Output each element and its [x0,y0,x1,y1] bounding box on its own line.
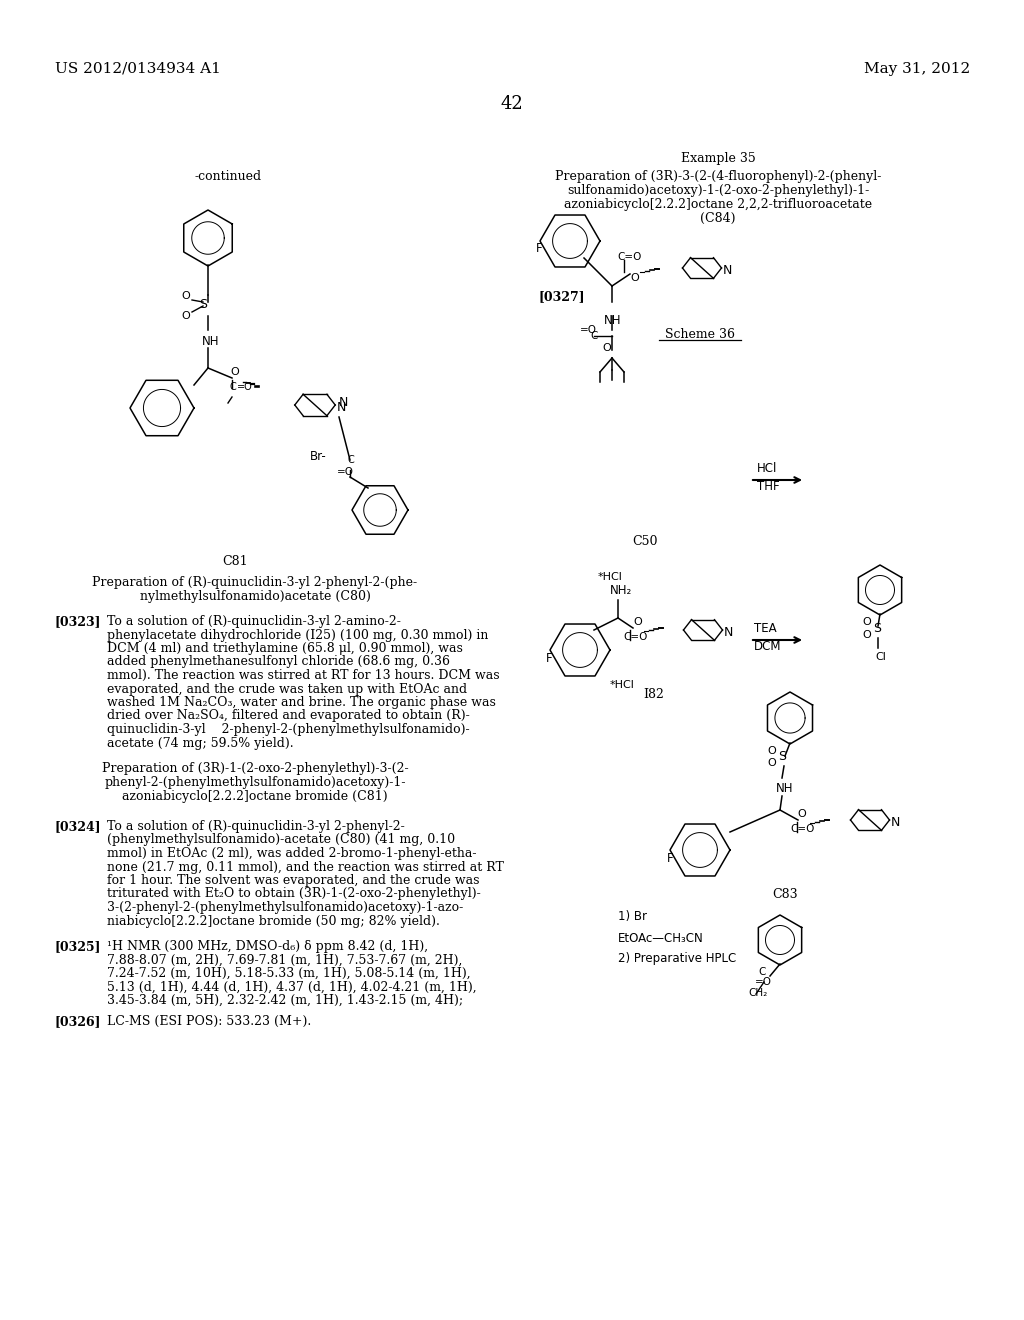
Text: [0325]: [0325] [55,940,101,953]
Text: S: S [778,751,786,763]
Text: Cl: Cl [874,652,886,663]
Text: azoniabicyclo[2.2.2]octane 2,2,2-trifluoroacetate: azoniabicyclo[2.2.2]octane 2,2,2-trifluo… [564,198,872,211]
Text: phenylacetate dihydrochloride (I25) (100 mg, 0.30 mmol) in: phenylacetate dihydrochloride (I25) (100… [106,628,488,642]
Text: acetate (74 mg; 59.5% yield).: acetate (74 mg; 59.5% yield). [106,737,294,750]
Text: =O: =O [237,381,253,392]
Text: O: O [230,367,239,378]
Text: mmol). The reaction was stirred at RT for 13 hours. DCM was: mmol). The reaction was stirred at RT fo… [106,669,500,682]
Text: [0324]: [0324] [55,820,101,833]
Text: C=O: C=O [617,252,641,261]
Text: HCl: HCl [757,462,777,475]
Text: washed 1M Na₂CO₃, water and brine. The organic phase was: washed 1M Na₂CO₃, water and brine. The o… [106,696,496,709]
Text: NH₂: NH₂ [610,583,632,597]
Text: 7.24-7.52 (m, 10H), 5.18-5.33 (m, 1H), 5.08-5.14 (m, 1H),: 7.24-7.52 (m, 10H), 5.18-5.33 (m, 1H), 5… [106,968,471,979]
Text: *HCl: *HCl [598,572,623,582]
Text: C: C [347,455,353,465]
Text: Preparation of (3R)-3-(2-(4-fluorophenyl)-2-(phenyl-: Preparation of (3R)-3-(2-(4-fluorophenyl… [555,170,882,183]
Text: *HCl: *HCl [610,680,635,690]
Text: [0326]: [0326] [55,1015,101,1028]
Text: Example 35: Example 35 [681,152,756,165]
Text: C50: C50 [632,535,657,548]
Text: O: O [603,343,611,352]
Text: dried over Na₂SO₄, filtered and evaporated to obtain (R)-: dried over Na₂SO₄, filtered and evaporat… [106,710,470,722]
Text: 7.88-8.07 (m, 2H), 7.69-7.81 (m, 1H), 7.53-7.67 (m, 2H),: 7.88-8.07 (m, 2H), 7.69-7.81 (m, 1H), 7.… [106,953,463,966]
Text: DCM (4 ml) and triethylamine (65.8 μl, 0.90 mmol), was: DCM (4 ml) and triethylamine (65.8 μl, 0… [106,642,463,655]
Text: C81: C81 [222,554,248,568]
Text: phenyl-2-(phenylmethylsulfonamido)acetoxy)-1-: phenyl-2-(phenylmethylsulfonamido)acetox… [104,776,406,789]
Text: F: F [536,243,543,256]
Text: C=O: C=O [790,824,814,834]
Text: O: O [862,630,870,640]
Text: O: O [630,273,639,282]
Text: TEA: TEA [754,622,776,635]
Text: F: F [546,652,553,664]
Text: O: O [797,809,806,818]
Text: 2) Preparative HPLC: 2) Preparative HPLC [618,952,736,965]
Text: Br-: Br- [310,450,327,463]
Text: (C84): (C84) [700,213,736,224]
Text: N: N [723,264,732,277]
Text: none (21.7 mg, 0.11 mmol), and the reaction was stirred at RT: none (21.7 mg, 0.11 mmol), and the react… [106,861,504,874]
Text: NH: NH [604,314,622,327]
Text: May 31, 2012: May 31, 2012 [864,62,970,77]
Text: LC-MS (ESI POS): 533.23 (M+).: LC-MS (ESI POS): 533.23 (M+). [106,1015,311,1028]
Text: =O: =O [755,977,772,987]
Text: NH: NH [776,781,794,795]
Text: triturated with Et₂O to obtain (3R)-1-(2-oxo-2-phenylethyl)-: triturated with Et₂O to obtain (3R)-1-(2… [106,887,480,900]
Text: N: N [337,401,346,414]
Text: mmol) in EtOAc (2 ml), was added 2-bromo-1-phenyl-etha-: mmol) in EtOAc (2 ml), was added 2-bromo… [106,847,476,861]
Text: S: S [199,297,207,310]
Text: US 2012/0134934 A1: US 2012/0134934 A1 [55,62,221,77]
Text: N: N [891,816,900,829]
Text: S: S [873,622,881,635]
Text: O: O [767,758,776,768]
Text: C: C [229,381,236,392]
Text: CH₂: CH₂ [748,987,767,998]
Text: 1) Br: 1) Br [618,909,647,923]
Text: F: F [667,851,674,865]
Text: THF: THF [757,480,779,492]
Text: O: O [767,746,776,756]
Text: O: O [181,312,190,321]
Text: O: O [862,616,870,627]
Text: O: O [181,290,190,301]
Text: niabicyclo[2.2.2]octane bromide (50 mg; 82% yield).: niabicyclo[2.2.2]octane bromide (50 mg; … [106,915,440,928]
Text: C: C [590,331,597,341]
Text: NH: NH [202,335,219,348]
Text: To a solution of (R)-quinuclidin-3-yl 2-amino-2-: To a solution of (R)-quinuclidin-3-yl 2-… [106,615,400,628]
Text: azoniabicyclo[2.2.2]octane bromide (C81): azoniabicyclo[2.2.2]octane bromide (C81) [122,789,388,803]
Text: =O: =O [337,467,354,477]
Text: for 1 hour. The solvent was evaporated, and the crude was: for 1 hour. The solvent was evaporated, … [106,874,479,887]
Text: 3-(2-phenyl-2-(phenylmethylsulfonamido)acetoxy)-1-azo-: 3-(2-phenyl-2-(phenylmethylsulfonamido)a… [106,902,463,913]
Text: (phenylmethylsulfonamido)-acetate (C80) (41 mg, 0.10: (phenylmethylsulfonamido)-acetate (C80) … [106,833,455,846]
Text: C: C [758,968,765,977]
Text: [0327]: [0327] [538,290,585,304]
Text: EtOAc—CH₃CN: EtOAc—CH₃CN [618,932,703,945]
Text: added phenylmethanesulfonyl chloride (68.6 mg, 0.36: added phenylmethanesulfonyl chloride (68… [106,656,450,668]
Text: -continued: -continued [195,170,261,183]
Text: ¹H NMR (300 MHz, DMSO-d₆) δ ppm 8.42 (d, 1H),: ¹H NMR (300 MHz, DMSO-d₆) δ ppm 8.42 (d,… [106,940,428,953]
Text: 42: 42 [501,95,523,114]
Text: I82: I82 [643,688,664,701]
Text: =O: =O [580,325,597,335]
Text: Preparation of (R)-quinuclidin-3-yl 2-phenyl-2-(phe-: Preparation of (R)-quinuclidin-3-yl 2-ph… [92,576,418,589]
Text: To a solution of (R)-quinuclidin-3-yl 2-phenyl-2-: To a solution of (R)-quinuclidin-3-yl 2-… [106,820,404,833]
Text: N: N [339,396,348,409]
Text: [0323]: [0323] [55,615,101,628]
Text: N: N [724,626,733,639]
Text: 3.45-3.84 (m, 5H), 2.32-2.42 (m, 1H), 1.43-2.15 (m, 4H);: 3.45-3.84 (m, 5H), 2.32-2.42 (m, 1H), 1.… [106,994,463,1007]
Text: sulfonamido)acetoxy)-1-(2-oxo-2-phenylethyl)-1-: sulfonamido)acetoxy)-1-(2-oxo-2-phenylet… [567,183,869,197]
Text: Preparation of (3R)-1-(2-oxo-2-phenylethyl)-3-(2-: Preparation of (3R)-1-(2-oxo-2-phenyleth… [101,762,409,775]
Text: evaporated, and the crude was taken up with EtOAc and: evaporated, and the crude was taken up w… [106,682,467,696]
Text: DCM: DCM [754,640,781,653]
Text: O: O [633,616,642,627]
Text: Scheme 36: Scheme 36 [665,327,735,341]
Text: 5.13 (d, 1H), 4.44 (d, 1H), 4.37 (d, 1H), 4.02-4.21 (m, 1H),: 5.13 (d, 1H), 4.44 (d, 1H), 4.37 (d, 1H)… [106,981,476,994]
Text: quinuclidin-3-yl    2-phenyl-2-(phenylmethylsulfonamido)-: quinuclidin-3-yl 2-phenyl-2-(phenylmethy… [106,723,470,737]
Text: nylmethylsulfonamido)acetate (C80): nylmethylsulfonamido)acetate (C80) [139,590,371,603]
Text: C83: C83 [772,888,798,902]
Text: C=O: C=O [623,632,647,642]
